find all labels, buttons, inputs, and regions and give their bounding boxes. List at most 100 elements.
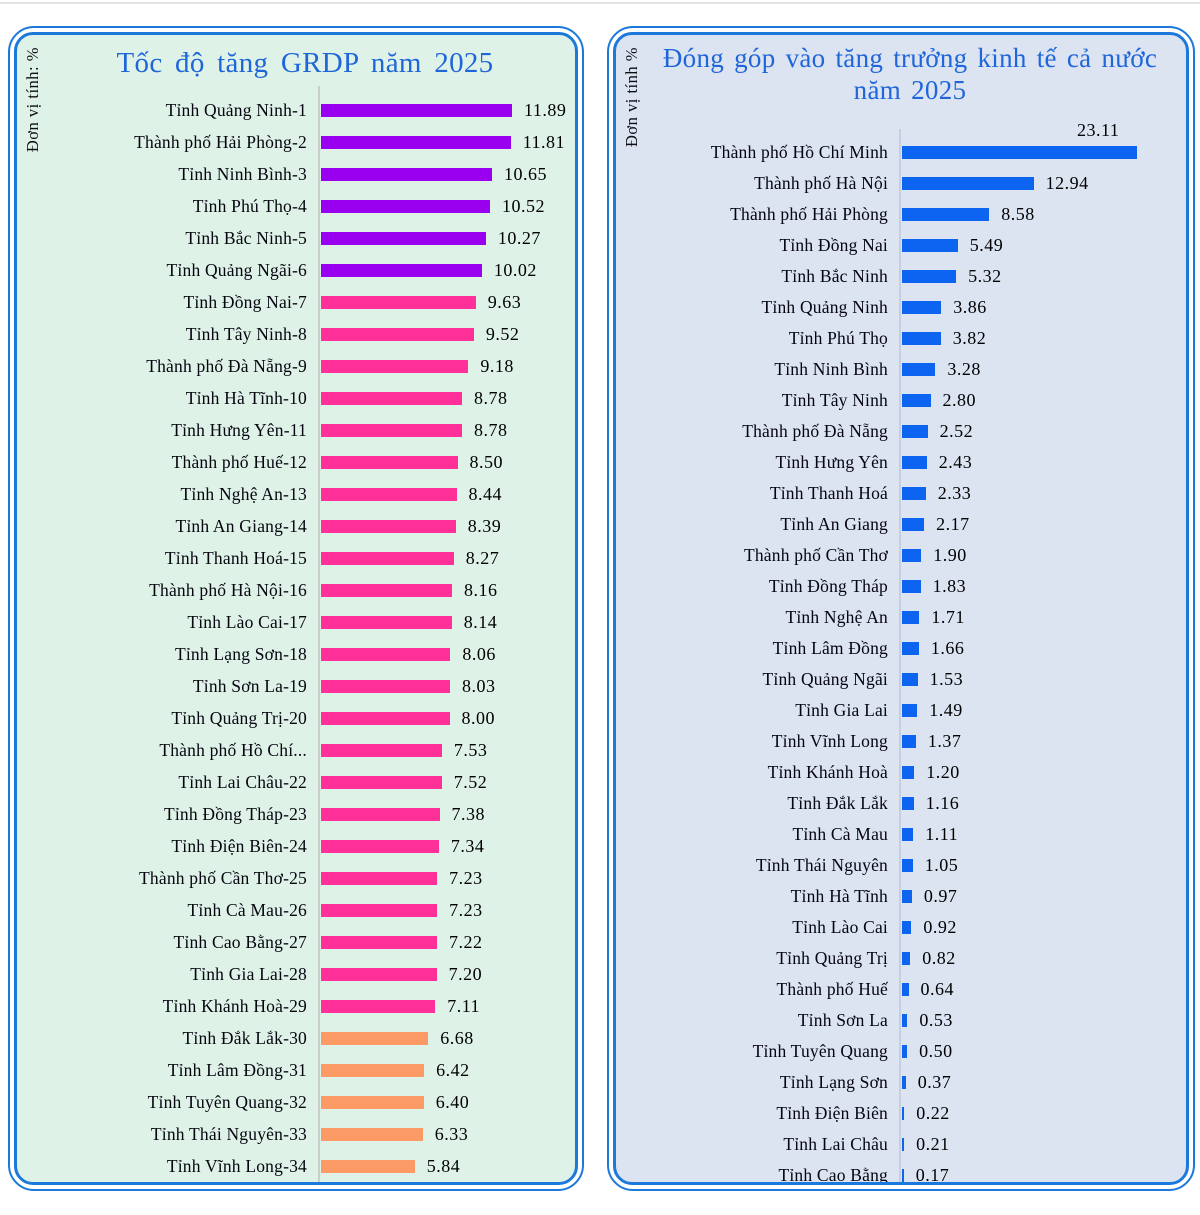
- bar-plot: 8.78: [319, 382, 575, 414]
- value-label: 5.32: [968, 265, 1002, 286]
- bar: [321, 679, 450, 693]
- category-label: Tỉnh Lai Châu: [783, 1133, 888, 1154]
- bar: [902, 858, 913, 872]
- bar-plot: 7.23: [319, 894, 575, 926]
- bar: [902, 579, 921, 593]
- bar-plot: 7.23: [319, 862, 575, 894]
- bar-plot: 0.50: [900, 1036, 1186, 1067]
- bar: [902, 424, 928, 438]
- bar: [902, 145, 1137, 159]
- value-label: 1.11: [925, 823, 959, 844]
- value-label: 7.22: [449, 931, 483, 952]
- bar-row: Tỉnh Thanh Hoá 2.33: [616, 478, 1186, 509]
- bar: [902, 1075, 906, 1089]
- value-label: 9.18: [480, 355, 514, 376]
- bar-row: Tỉnh Đắk Lắk-30 6.68: [17, 1022, 575, 1054]
- category-label: Tỉnh Quảng Ninh-1: [165, 99, 307, 120]
- value-label: 10.52: [502, 195, 545, 216]
- bar-plot: 7.34: [319, 830, 575, 862]
- bar-row: Tỉnh Hưng Yên-11 8.78: [17, 414, 575, 446]
- bar-plot: 8.58: [900, 199, 1186, 230]
- bar-plot: 1.37: [900, 726, 1186, 757]
- value-label: 6.33: [434, 1123, 469, 1144]
- bar: [321, 551, 454, 565]
- value-label: 10.27: [497, 227, 541, 248]
- bar: [902, 238, 958, 252]
- value-label: 7.20: [448, 963, 483, 984]
- category-label: Tỉnh Lào Cai-17: [187, 611, 307, 632]
- category-label: Tỉnh Bắc Ninh: [781, 265, 888, 286]
- bar: [321, 1159, 415, 1173]
- category-label: Thành phố Hà Nội: [754, 172, 888, 193]
- page-top-divider: [0, 2, 1200, 4]
- value-label: 0.64: [920, 978, 954, 999]
- bar-plot: 9.52: [319, 318, 575, 350]
- value-label: 9.52: [485, 323, 520, 344]
- bar: [321, 231, 486, 245]
- category-label: Tỉnh Gia Lai-28: [190, 963, 307, 984]
- bar: [902, 486, 926, 500]
- bar-row: Tỉnh Lạng Sơn 0.37: [616, 1067, 1186, 1098]
- category-label: Tỉnh Tây Ninh-8: [185, 323, 307, 344]
- category-label: Thành phố Hồ Chí...: [159, 739, 307, 760]
- bar-plot: 10.52: [319, 190, 575, 222]
- bar-plot: 1.20: [900, 757, 1186, 788]
- bar-row: Tỉnh Bắc Ninh-5 10.27: [17, 222, 575, 254]
- bar: [321, 167, 492, 181]
- bar-row: Thành phố Đà Nẵng-9 9.18: [17, 350, 575, 382]
- bar: [902, 951, 911, 965]
- value-label: 8.78: [474, 419, 508, 440]
- value-label: 1.16: [925, 792, 960, 813]
- category-label: Tỉnh Phú Thọ: [788, 327, 888, 348]
- category-label: Thành phố Cần Thơ-25: [139, 867, 307, 888]
- category-label: Tỉnh Điện Biên: [776, 1102, 888, 1123]
- bar-row: Tỉnh Lâm Đồng 1.66: [616, 633, 1186, 664]
- category-label: Tỉnh Quảng Trị-20: [171, 707, 307, 728]
- value-label: 0.22: [916, 1102, 950, 1123]
- bar-row: Tỉnh Khánh Hoà-29 7.11: [17, 990, 575, 1022]
- category-label: Tỉnh Thanh Hoá-15: [164, 547, 307, 568]
- bar: [902, 1168, 904, 1182]
- value-label: 3.28: [947, 358, 981, 379]
- bar-plot: 2.80: [900, 385, 1186, 416]
- bar-row: Tỉnh Tây Ninh 2.80: [616, 385, 1186, 416]
- category-label: Tỉnh Thái Nguyên: [755, 854, 888, 875]
- category-label: Tỉnh Khánh Hoà-29: [162, 995, 307, 1016]
- category-label: Tỉnh Lâm Đồng: [772, 637, 888, 658]
- bar: [902, 1044, 908, 1058]
- bar-plot: 10.02: [319, 254, 575, 286]
- bar: [902, 548, 922, 562]
- bar-row: Tỉnh Khánh Hoà 1.20: [616, 757, 1186, 788]
- bar-row: Tỉnh Thái Nguyên-33 6.33: [17, 1118, 575, 1150]
- bar: [321, 583, 452, 597]
- value-label: 8.44: [468, 483, 502, 504]
- bar-plot: 0.37: [900, 1067, 1186, 1098]
- bar-row: Tỉnh Quảng Ninh-1 11.89: [17, 94, 575, 126]
- bar: [902, 641, 919, 655]
- bar-plot: 8.06: [319, 638, 575, 670]
- value-label: 0.97: [923, 885, 958, 906]
- bar-plot: 6.68: [319, 1022, 575, 1054]
- value-label: 2.80: [942, 389, 976, 410]
- bar-row: Tỉnh Quảng Trị 0.82: [616, 943, 1186, 974]
- bar-row: Tỉnh Thanh Hoá-15 8.27: [17, 542, 575, 574]
- value-label: 1.90: [933, 544, 967, 565]
- bar-row: Thành phố Đà Nẵng 2.52: [616, 416, 1186, 447]
- category-label: Thành phố Đà Nẵng: [742, 420, 888, 441]
- bar-plot: 5.49: [900, 230, 1186, 261]
- bar: [321, 359, 469, 373]
- bar-plot: 6.33: [319, 1118, 575, 1150]
- bar-plot: 0.97: [900, 881, 1186, 912]
- bar-plot: 2.33: [900, 478, 1186, 509]
- bar: [902, 1106, 905, 1120]
- bar-plot: 2.52: [900, 416, 1186, 447]
- category-label: Tỉnh Đồng Tháp: [768, 575, 888, 596]
- bar-plot: 3.28: [900, 354, 1186, 385]
- value-label: 7.38: [451, 803, 485, 824]
- bar-plot: 2.17: [900, 509, 1186, 540]
- value-label: 1.66: [930, 637, 965, 658]
- chart-title: Tốc độ tăng GRDP năm 2025: [116, 47, 494, 79]
- bar: [902, 269, 957, 283]
- bar-plot: 1.53: [900, 664, 1186, 695]
- bar-plot: 8.16: [319, 574, 575, 606]
